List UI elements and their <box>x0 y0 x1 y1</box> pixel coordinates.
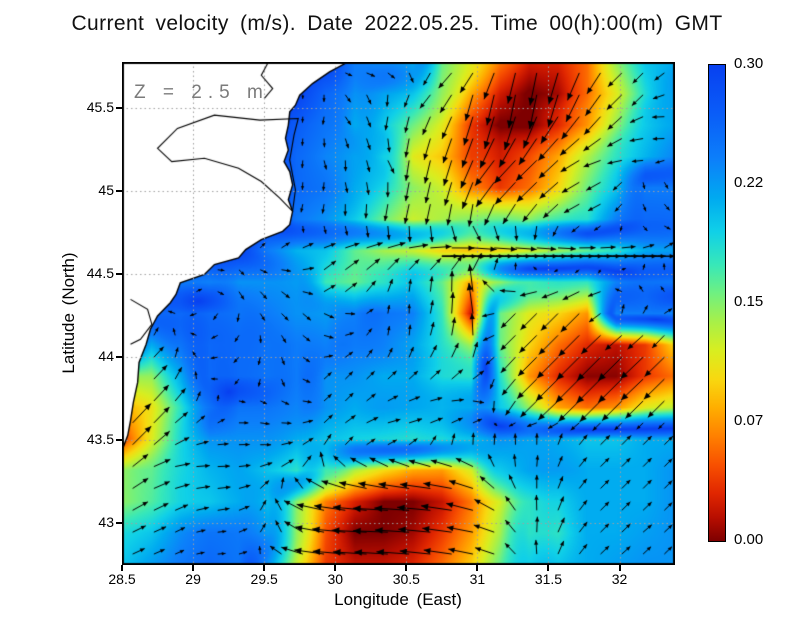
x-tick-label: 30 <box>327 571 344 587</box>
y-tick-label: 43 <box>98 514 114 531</box>
x-tick-mark <box>192 565 195 571</box>
y-tick-mark <box>116 107 122 110</box>
x-tick-mark <box>263 565 266 571</box>
x-tick-mark <box>547 565 550 571</box>
x-tick-label: 31.5 <box>534 571 563 587</box>
y-tick-label: 45.5 <box>86 99 114 116</box>
colorbar-label: 0.07 <box>734 412 764 429</box>
x-tick-label: 29 <box>185 571 201 587</box>
y-tick-label: 44 <box>98 348 114 365</box>
colorbar-label: 0.00 <box>734 531 764 548</box>
x-tick-mark <box>334 565 337 571</box>
colorbar-label: 0.30 <box>734 55 764 72</box>
x-tick-label: 30.5 <box>392 571 420 587</box>
x-tick-label: 28.5 <box>108 571 136 587</box>
x-tick-mark <box>476 565 479 571</box>
x-tick-label: 32 <box>611 571 628 587</box>
y-tick-label: 45 <box>98 182 114 199</box>
y-tick-label: 43.5 <box>86 431 114 448</box>
map-plot: Z = 2.5 m <box>122 62 675 565</box>
y-tick-mark <box>116 439 122 442</box>
y-tick-mark <box>116 273 122 276</box>
depth-label: Z = 2.5 m <box>134 82 269 103</box>
x-tick-label: 29.5 <box>250 571 278 587</box>
x-axis-title: Longitude (East) <box>334 590 462 609</box>
x-tick-mark <box>618 565 621 571</box>
colorbar <box>708 64 726 542</box>
y-axis-title: Latitude (North) <box>59 252 78 374</box>
x-tick-mark <box>121 565 123 571</box>
x-tick-mark <box>405 565 408 571</box>
page-title: Current velocity (m/s). Date 2022.05.25.… <box>71 12 723 35</box>
y-tick-mark <box>116 522 122 525</box>
x-tick-label: 31 <box>469 571 486 587</box>
y-tick-mark <box>116 356 122 359</box>
y-tick-label: 44.5 <box>86 265 114 282</box>
colorbar-label: 0.22 <box>734 174 764 191</box>
velocity-map-canvas <box>122 62 675 565</box>
colorbar-label: 0.15 <box>734 293 764 310</box>
y-tick-mark <box>116 190 122 193</box>
